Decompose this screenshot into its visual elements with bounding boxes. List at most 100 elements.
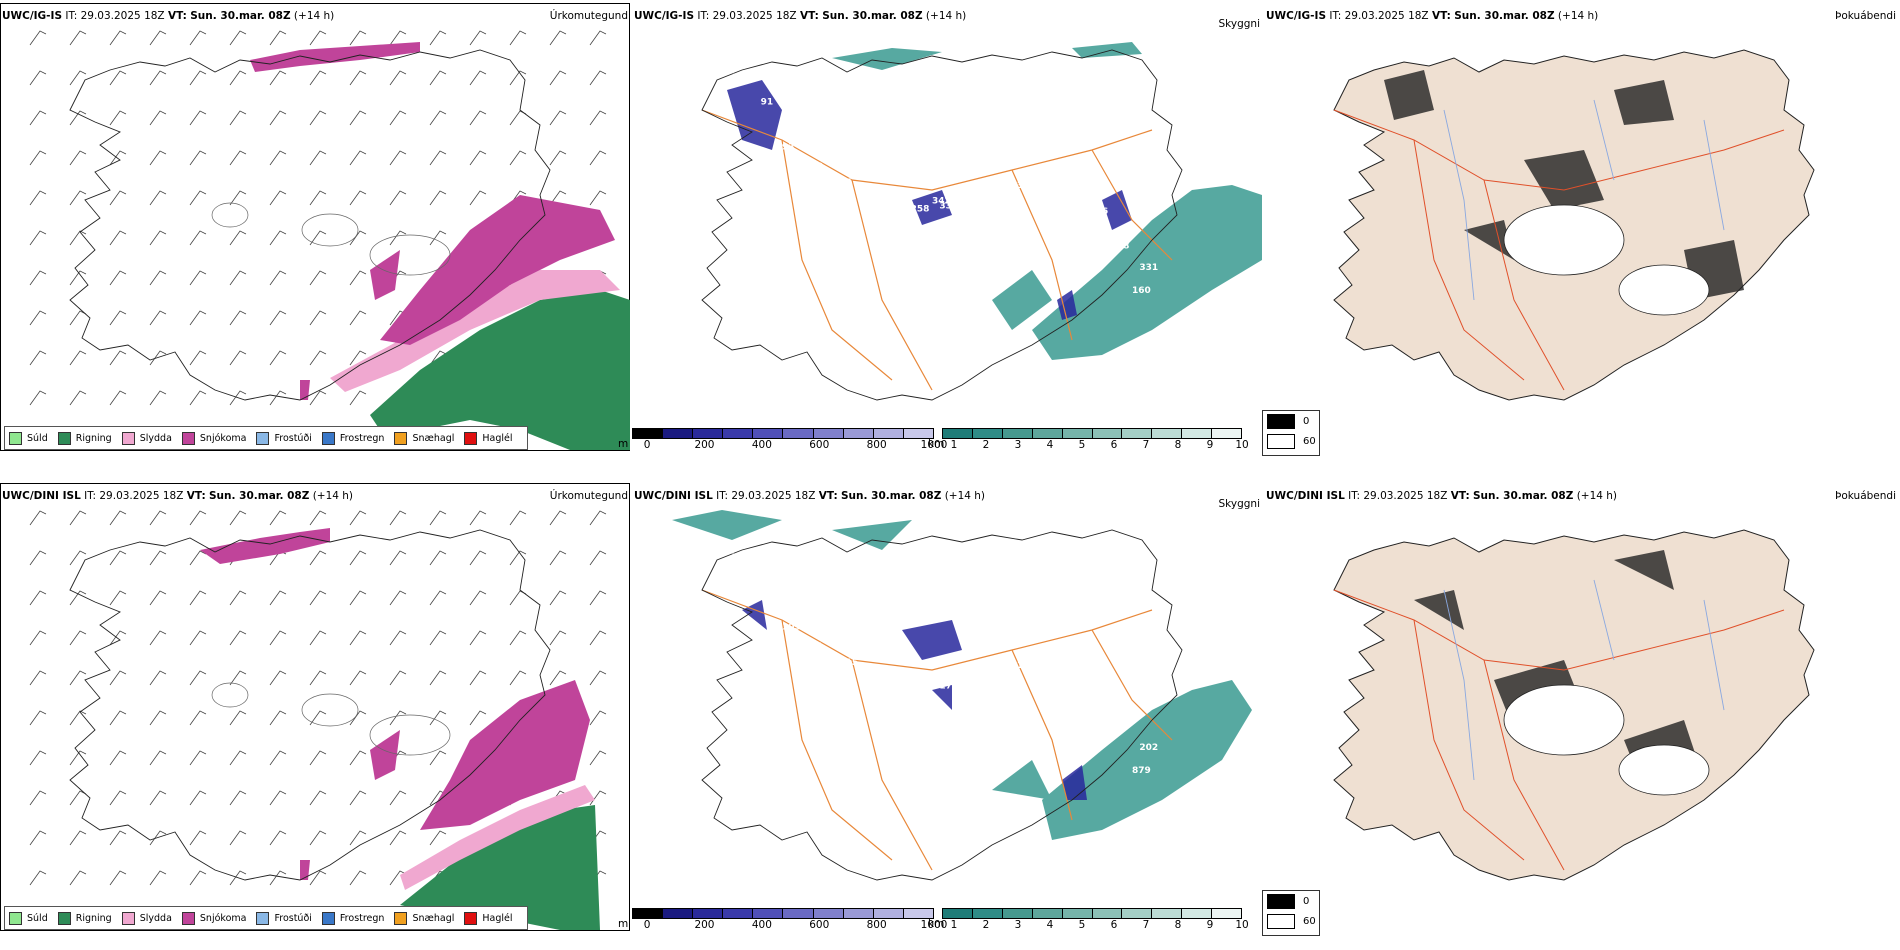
wind-barb	[429, 230, 447, 246]
colorbar-cell	[943, 909, 973, 918]
wind-barb	[69, 590, 87, 606]
wind-barb	[389, 510, 407, 526]
cloud-base-label: 427	[982, 662, 1001, 672]
cloud-base-label: 677	[1039, 662, 1058, 672]
legend-item: Snæhagl	[394, 911, 454, 925]
legend-label: Slydda	[139, 912, 172, 924]
wind-barb	[389, 550, 407, 566]
wind-barb	[269, 870, 287, 886]
colorbar-cell	[813, 909, 844, 918]
wind-barb	[349, 70, 367, 86]
colorbar-cells	[942, 908, 1242, 919]
snow-area	[300, 380, 310, 400]
legend-item: Frostúði	[256, 431, 312, 445]
colorbar-cell	[633, 429, 664, 438]
wind-barb	[109, 710, 127, 726]
colorbar-tick: 8	[1174, 439, 1182, 451]
wind-barb	[309, 190, 327, 206]
wind-barb	[509, 550, 527, 566]
cloud-base-label: 107	[832, 190, 851, 200]
wind-barb	[69, 830, 87, 846]
colorbar-cell	[1152, 909, 1183, 918]
wind-barb	[109, 190, 127, 206]
wind-barb	[189, 30, 207, 46]
wind-barb	[109, 750, 127, 766]
wind-barb	[309, 150, 327, 166]
wind-barb	[269, 790, 287, 806]
legend-item: Haglél	[464, 911, 513, 925]
cloud-base-label: 406	[1061, 195, 1080, 205]
fog-legend-value: 60	[1303, 915, 1316, 927]
wind-barb	[589, 710, 607, 726]
wind-barb	[229, 790, 247, 806]
colorbar-unit: km	[928, 918, 945, 930]
wind-barb	[229, 510, 247, 526]
wind-barb	[29, 830, 47, 846]
wind-barb	[589, 590, 607, 606]
wind-barb	[269, 150, 287, 166]
wind-barb	[149, 830, 167, 846]
wind-barb	[109, 790, 127, 806]
colorbar-tick: 800	[866, 439, 887, 451]
legend-item: Súld	[9, 911, 48, 925]
river	[1443, 99, 1725, 301]
legend-label: Frostúði	[274, 432, 312, 444]
panel-header: UWC/IG-IS IT: 29.03.2025 18Z VT: Sun. 30…	[1266, 10, 1599, 22]
wind-barb	[29, 750, 47, 766]
legend-label: Frostregn	[339, 432, 385, 444]
fog-map	[1333, 529, 1815, 881]
wind-barb	[149, 190, 167, 206]
glacier-outline	[211, 202, 249, 228]
colorbar-tick: 5	[1078, 919, 1086, 931]
wind-barb	[469, 110, 487, 126]
colorbar-tick: 1000	[920, 919, 948, 931]
colorbar-tick: 0	[643, 919, 651, 931]
panel-frame	[0, 483, 630, 931]
wind-barb	[309, 390, 327, 406]
wind-barb	[69, 150, 87, 166]
wind-barb	[229, 30, 247, 46]
cloud-base-label: 335	[989, 186, 1008, 196]
wind-barb	[149, 510, 167, 526]
wind-barb	[149, 670, 167, 686]
cloud-base-colorbar: m 0 200 400 600 800 1000	[618, 428, 947, 451]
wind-barb	[429, 150, 447, 166]
wind-barb	[189, 710, 207, 726]
cloud-base-label: 397	[961, 671, 980, 681]
panel-header: UWC/IG-IS IT: 29.03.2025 18Z VT: Sun. 30…	[2, 10, 335, 22]
colorbar-tick: 10	[1235, 439, 1249, 451]
wind-barb	[349, 510, 367, 526]
colorbar-tick: 3	[1014, 439, 1022, 451]
wind-barb	[309, 30, 327, 46]
wind-barb	[109, 150, 127, 166]
colorbar-tick: 2	[982, 439, 990, 451]
panel-header: UWC/IG-IS IT: 29.03.2025 18Z VT: Sun. 30…	[634, 10, 967, 22]
legend-label: Snjókoma	[199, 912, 247, 924]
wind-barb	[349, 670, 367, 686]
cloud-base-label: 488	[1082, 223, 1101, 233]
legend-swatch	[9, 431, 22, 445]
cloud-base-label: 468	[982, 182, 1001, 192]
rain-area	[400, 805, 600, 930]
wind-barb	[309, 310, 327, 326]
wind-barb	[349, 590, 367, 606]
colorbar-cell	[723, 909, 754, 918]
wind-barb	[429, 750, 447, 766]
wind-barb	[429, 110, 447, 126]
colorbar-cell	[972, 429, 1003, 438]
wind-barb	[69, 270, 87, 286]
wind-barb	[189, 750, 207, 766]
legend-label: Snæhagl	[412, 432, 455, 444]
wind-barb	[589, 110, 607, 126]
legend-swatch	[121, 431, 135, 445]
wind-barb	[229, 70, 247, 86]
wind-barb	[429, 190, 447, 206]
colorbar-tick: 3	[1014, 919, 1022, 931]
glacier-outline	[369, 234, 451, 276]
cloud-base-label: 196	[932, 676, 951, 686]
cloud-base-label: 65	[889, 204, 902, 214]
wind-barb	[229, 310, 247, 326]
wind-barb	[429, 550, 447, 566]
wind-barb	[429, 830, 447, 846]
colorbar-cell	[1062, 429, 1093, 438]
